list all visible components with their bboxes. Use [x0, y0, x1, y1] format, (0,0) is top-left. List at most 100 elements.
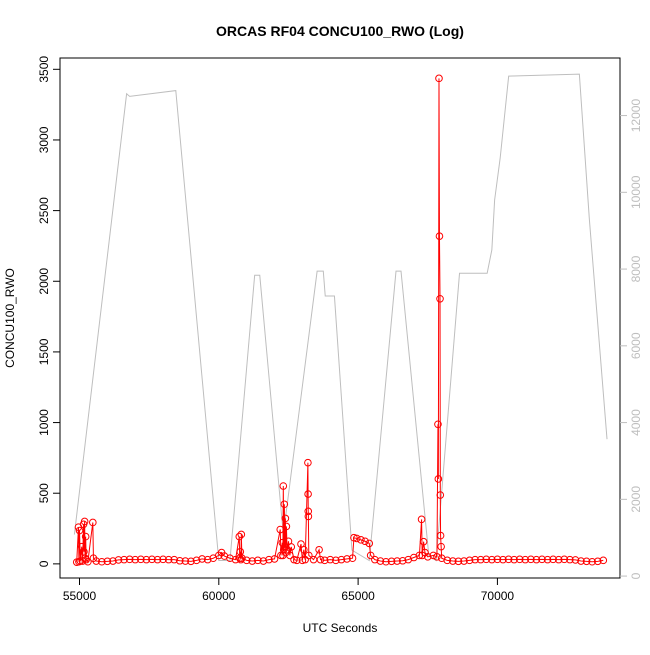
data-point [337, 555, 346, 564]
y2-tick-label: 10000 [629, 175, 643, 209]
data-point [153, 555, 162, 564]
data-point [527, 555, 535, 564]
x-tick-label: 65000 [341, 589, 375, 603]
data-point [235, 532, 244, 541]
data-point [366, 551, 375, 560]
x-axis-label: UTC Seconds [303, 621, 378, 635]
data-point [89, 518, 97, 527]
data-point [92, 557, 101, 565]
data-point [248, 557, 257, 565]
data-point [436, 294, 444, 303]
y-tick-label: 0 [37, 560, 51, 567]
data-point [436, 531, 445, 540]
data-point [298, 556, 307, 565]
data-point [242, 556, 251, 565]
data-point [97, 557, 106, 566]
data-point [276, 525, 285, 534]
data-point [120, 555, 128, 564]
data-point [443, 556, 452, 565]
data-point [376, 557, 385, 565]
data-point [304, 458, 312, 467]
data-point [304, 490, 312, 498]
data-point [357, 536, 365, 544]
data-point [293, 556, 301, 565]
concentration-line [76, 78, 604, 563]
data-point [279, 482, 288, 490]
y-tick-label: 3000 [37, 126, 51, 153]
data-point [131, 555, 140, 564]
plot-frame [59, 57, 621, 579]
data-point [332, 556, 340, 565]
data-point [348, 554, 357, 563]
y-tick-label: 500 [37, 483, 51, 503]
data-point [577, 557, 585, 565]
y2-tick-label: 8000 [629, 255, 643, 282]
y-axis-label: CONCU100_RWO [3, 268, 17, 368]
data-point [423, 553, 432, 561]
data-point [290, 555, 298, 564]
y2-tick-label: 6000 [629, 332, 643, 359]
data-point [499, 555, 507, 564]
y2-tick-label: 0 [629, 572, 643, 579]
data-point [393, 557, 401, 565]
data-point [433, 553, 441, 561]
data-point [560, 555, 569, 564]
data-point [343, 555, 351, 563]
data-point [226, 554, 234, 563]
data-point [81, 532, 90, 541]
x-tick-label: 70000 [481, 589, 515, 603]
data-point [192, 556, 201, 565]
data-point [382, 557, 390, 566]
data-point [482, 555, 491, 564]
data-point [159, 555, 167, 564]
data-point [566, 555, 574, 564]
data-point [435, 232, 444, 240]
data-point [417, 515, 426, 524]
data-point [429, 551, 438, 560]
data-point [449, 557, 457, 565]
y-tick-label: 3500 [37, 56, 51, 83]
y2-tick-label: 12000 [629, 99, 643, 133]
data-point [181, 557, 190, 565]
data-point [237, 555, 245, 564]
data-point [435, 74, 443, 83]
x-tick-label: 60000 [202, 589, 236, 603]
data-point [270, 555, 279, 563]
data-point [493, 555, 502, 564]
data-point [300, 545, 308, 554]
data-point [510, 555, 518, 564]
data-point [198, 555, 206, 563]
data-point [176, 556, 184, 565]
data-point [361, 537, 369, 546]
data-point [398, 556, 407, 565]
y2-tick-label: 4000 [629, 409, 643, 436]
axes: 55000 60000 65000 7000005001000150020002500… [37, 56, 643, 603]
data-point [109, 557, 117, 565]
data-point [75, 526, 84, 535]
data-point [164, 555, 173, 564]
data-point [142, 555, 151, 564]
data-point [471, 555, 479, 564]
data-point [538, 555, 546, 564]
data-point [504, 555, 513, 564]
data-point [326, 555, 335, 564]
data-point [114, 556, 123, 564]
data-point [454, 557, 463, 566]
data-point [203, 555, 212, 564]
data-point [465, 556, 474, 565]
y-tick-label: 2000 [37, 268, 51, 295]
x-tick-label: 55000 [63, 589, 97, 603]
data-point [136, 555, 145, 564]
data-point [316, 555, 325, 564]
y-tick-label: 1000 [37, 409, 51, 436]
data-point [315, 545, 323, 554]
data-point [549, 555, 557, 564]
data-point [170, 555, 179, 564]
data-point [187, 557, 195, 566]
data-point [77, 542, 86, 551]
data-point [82, 555, 90, 564]
data-point [554, 555, 563, 564]
data-point [281, 514, 290, 523]
data-point [582, 557, 591, 566]
data-point [103, 557, 112, 566]
